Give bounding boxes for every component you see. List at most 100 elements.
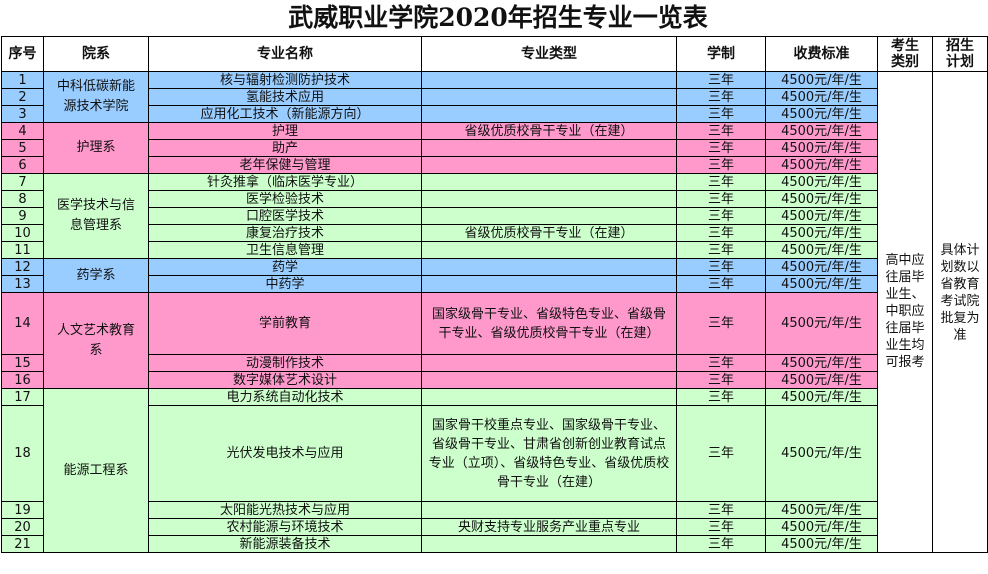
header-major-type: 专业类型 [421, 36, 677, 72]
major-type [421, 207, 677, 225]
row-number: 15 [1, 354, 44, 372]
row-number: 11 [1, 241, 44, 259]
table-row: 2 氢能技术应用 三年 4500元/年/生 [1, 88, 988, 106]
fee: 4500元/年/生 [765, 139, 878, 157]
duration: 三年 [676, 71, 766, 89]
fee: 4500元/年/生 [765, 122, 878, 140]
major-type: 国家级骨干专业、省级特色专业、省级骨干专业、省级优质校骨干专业（在建） [421, 292, 677, 355]
row-number: 4 [1, 122, 44, 140]
fee: 4500元/年/生 [765, 105, 878, 123]
table-row: 13 中药学 三年 4500元/年/生 [1, 275, 988, 293]
header-major-name: 专业名称 [148, 36, 422, 72]
row-number: 14 [1, 292, 44, 355]
duration: 三年 [676, 122, 766, 140]
row-number: 12 [1, 258, 44, 276]
major-type [421, 173, 677, 191]
fee: 4500元/年/生 [765, 388, 878, 406]
table-row: 20 农村能源与环境技术 央财支持专业服务产业重点专业 三年 4500元/年/生 [1, 518, 988, 536]
fee: 4500元/年/生 [765, 354, 878, 372]
major-name: 卫生信息管理 [148, 241, 422, 259]
major-type [421, 241, 677, 259]
fee: 4500元/年/生 [765, 224, 878, 242]
major-name: 护理 [148, 122, 422, 140]
header-department: 院系 [43, 36, 149, 72]
duration: 三年 [676, 371, 766, 389]
major-type [421, 88, 677, 106]
major-name: 针灸推拿（临床医学专业） [148, 173, 422, 191]
department-name: 能源工程系 [43, 388, 149, 553]
major-name: 农村能源与环境技术 [148, 518, 422, 536]
major-name: 氢能技术应用 [148, 88, 422, 106]
table-row: 7 医学技术与信息管理系 针灸推拿（临床医学专业） 三年 4500元/年/生 [1, 173, 988, 259]
fee: 4500元/年/生 [765, 258, 878, 276]
duration: 三年 [676, 88, 766, 106]
major-type [421, 139, 677, 157]
row-number: 13 [1, 275, 44, 293]
major-type [421, 190, 677, 208]
major-type [421, 501, 677, 519]
header-student-type: 考生类别 [877, 36, 933, 72]
major-name: 医学检验技术 [148, 190, 422, 208]
fee: 4500元/年/生 [765, 241, 878, 259]
fee: 4500元/年/生 [765, 405, 878, 502]
duration: 三年 [676, 173, 766, 191]
major-type [421, 388, 677, 406]
table-row: 8 医学检验技术 三年 4500元/年/生 [1, 190, 988, 208]
department-name: 人文艺术教育系 [43, 292, 149, 389]
table-row: 3 应用化工技术（新能源方向） 三年 4500元/年/生 [1, 105, 988, 123]
department-name: 药学系 [43, 258, 149, 293]
row-number: 6 [1, 156, 44, 174]
duration: 三年 [676, 241, 766, 259]
major-name: 口腔医学技术 [148, 207, 422, 225]
major-name: 康复治疗技术 [148, 224, 422, 242]
fee: 4500元/年/生 [765, 518, 878, 536]
major-name: 太阳能光热技术与应用 [148, 501, 422, 519]
duration: 三年 [676, 190, 766, 208]
table-row: 16 数字媒体艺术设计 三年 4500元/年/生 [1, 371, 988, 389]
major-name: 电力系统自动化技术 [148, 388, 422, 406]
row-number: 9 [1, 207, 44, 225]
table-row: 17 能源工程系 电力系统自动化技术 三年 4500元/年/生 [1, 388, 988, 553]
duration: 三年 [676, 224, 766, 242]
row-number: 19 [1, 501, 44, 519]
department-name: 医学技术与信息管理系 [43, 173, 149, 259]
major-type [421, 275, 677, 293]
duration: 三年 [676, 207, 766, 225]
table-row: 12 药学系 药学 三年 4500元/年/生 [1, 258, 988, 293]
row-number: 17 [1, 388, 44, 406]
major-name: 中药学 [148, 275, 422, 293]
row-number: 10 [1, 224, 44, 242]
row-number: 3 [1, 105, 44, 123]
table-row: 18 光伏发电技术与应用 国家骨干校重点专业、国家级骨干专业、省级骨干专业、甘肃省创… [1, 405, 988, 502]
fee: 4500元/年/生 [765, 71, 878, 89]
table-row: 9 口腔医学技术 三年 4500元/年/生 [1, 207, 988, 225]
department-name: 中科低碳新能源技术学院 [43, 71, 149, 123]
fee: 4500元/年/生 [765, 292, 878, 355]
duration: 三年 [676, 105, 766, 123]
duration: 三年 [676, 292, 766, 355]
row-number: 20 [1, 518, 44, 536]
row-number: 21 [1, 535, 44, 553]
major-type: 省级优质校骨干专业（在建） [421, 224, 677, 242]
fee: 4500元/年/生 [765, 275, 878, 293]
major-name: 新能源装备技术 [148, 535, 422, 553]
major-type [421, 105, 677, 123]
major-type [421, 354, 677, 372]
table-row: 6 老年保健与管理 三年 4500元/年/生 [1, 156, 988, 174]
duration: 三年 [676, 139, 766, 157]
fee: 4500元/年/生 [765, 173, 878, 191]
header-no: 序号 [1, 36, 44, 72]
major-type: 央财支持专业服务产业重点专业 [421, 518, 677, 536]
department-name: 护理系 [43, 122, 149, 174]
table-row: 5 助产 三年 4500元/年/生 [1, 139, 988, 157]
header-row: 序号 院系 专业名称 专业类型 学制 收费标准 考生类别 招生计划 [1, 36, 988, 72]
major-type [421, 71, 677, 89]
major-type: 国家骨干校重点专业、国家级骨干专业、省级骨干专业、甘肃省创新创业教育试点专业（立… [421, 405, 677, 502]
duration: 三年 [676, 156, 766, 174]
major-name: 数字媒体艺术设计 [148, 371, 422, 389]
table-row: 4 护理系 护理 省级优质校骨干专业（在建） 三年 4500元/年/生 [1, 122, 988, 174]
duration: 三年 [676, 388, 766, 406]
header-enrollment-plan: 招生计划 [932, 36, 988, 72]
table-row: 15 动漫制作技术 三年 4500元/年/生 [1, 354, 988, 372]
table-row: 19 太阳能光热技术与应用 三年 4500元/年/生 [1, 501, 988, 519]
